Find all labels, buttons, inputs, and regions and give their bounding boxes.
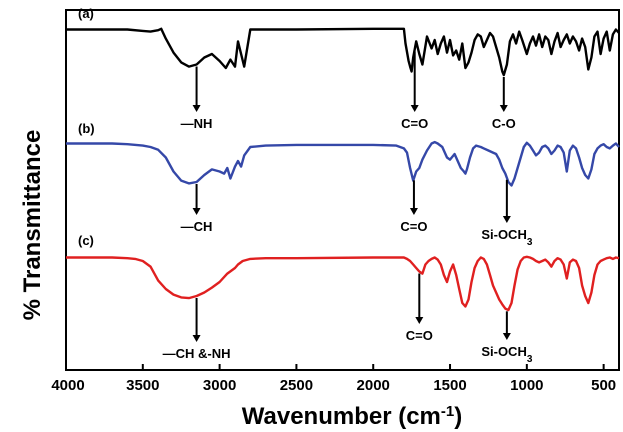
panel-label-layer: (a) (b) (c) bbox=[78, 6, 95, 248]
annotation-arrowhead-8 bbox=[415, 317, 424, 324]
panel-label-1: (a) bbox=[78, 6, 94, 21]
x-tick-label-2500: 2500 bbox=[280, 377, 313, 394]
annotation-label-5: C=O bbox=[400, 219, 427, 234]
annotation-label-1: —NH bbox=[181, 116, 213, 131]
x-tick-label-500: 500 bbox=[591, 377, 616, 394]
annotation-arrowhead-6 bbox=[502, 216, 511, 223]
annotation-arrowhead-9 bbox=[502, 333, 511, 340]
annotation-label-4: —CH bbox=[181, 219, 213, 234]
annotation-arrowhead-4 bbox=[192, 208, 201, 215]
x-tick-label-1000: 1000 bbox=[510, 377, 543, 394]
annotation-label-8: C=O bbox=[406, 328, 433, 343]
x-tick-label-3000: 3000 bbox=[203, 377, 236, 394]
panel-label-3: (c) bbox=[78, 233, 94, 248]
annotation-arrowhead-2 bbox=[410, 105, 419, 112]
x-tick-layer: 4000 3500 3000 2500 2000 1500 1000 500 bbox=[51, 364, 616, 394]
y-axis-title: % Transmittance bbox=[19, 130, 46, 321]
annotation-label-3: C-O bbox=[492, 116, 516, 131]
annotation-label-7: —CH &-NH bbox=[163, 346, 231, 361]
x-axis-title-main: Wavenumber (cm bbox=[242, 403, 441, 430]
annotation-arrowhead-5 bbox=[409, 208, 418, 215]
plot-frame bbox=[65, 9, 620, 371]
x-tick-label-4000: 4000 bbox=[51, 377, 84, 394]
series-layer bbox=[66, 27, 620, 312]
x-tick-label-3500: 3500 bbox=[126, 377, 159, 394]
annotation-arrowhead-1 bbox=[192, 105, 201, 112]
annotation-label-6: Si-OCH3 bbox=[481, 227, 533, 248]
annotation-arrowhead-3 bbox=[499, 105, 508, 112]
x-axis-title-superscript: -1 bbox=[441, 403, 454, 420]
annotation-label-9: Si-OCH3 bbox=[481, 344, 533, 365]
series-line-3 bbox=[66, 255, 620, 312]
x-axis-title: Wavenumber (cm-1) bbox=[242, 403, 463, 431]
annotation-layer: —NH C=O C-O —CH C=O Si-OCH3 —CH &-NH C=O Si-OCH3 bbox=[163, 51, 533, 365]
panel-label-2: (b) bbox=[78, 121, 95, 136]
x-axis-title-close: ) bbox=[454, 403, 462, 430]
series-line-2 bbox=[66, 140, 620, 187]
x-tick-label-1500: 1500 bbox=[433, 377, 466, 394]
annotation-arrowhead-7 bbox=[192, 335, 201, 342]
annotation-label-2: C=O bbox=[401, 116, 428, 131]
x-tick-label-2000: 2000 bbox=[357, 377, 390, 394]
series-line-1 bbox=[66, 27, 620, 77]
